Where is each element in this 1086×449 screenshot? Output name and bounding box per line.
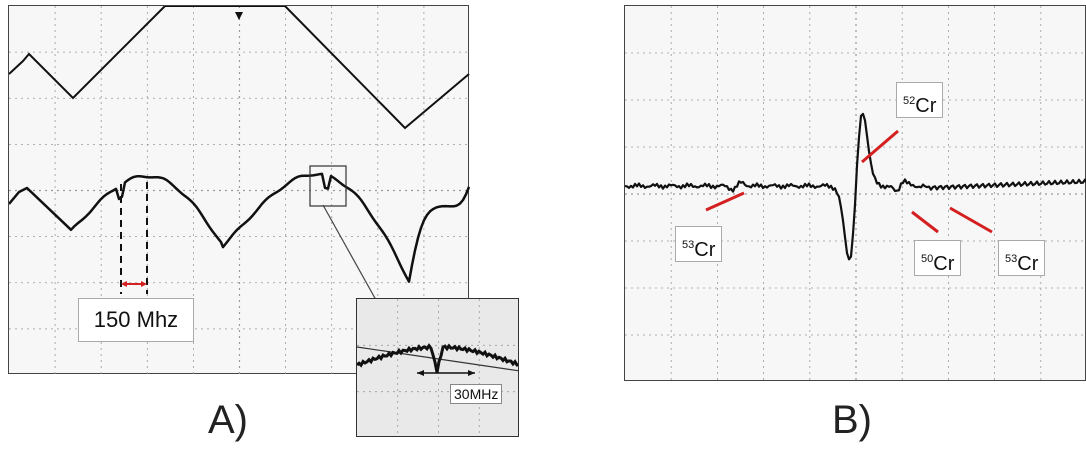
- oscilloscope-screen-b: [624, 5, 1086, 382]
- inset-trace: [357, 343, 518, 373]
- panel-a-letter: A): [208, 398, 248, 442]
- trigger-marker: [235, 12, 243, 20]
- spacing-arrowhead-left: [121, 281, 127, 287]
- scope-b-traces: [625, 6, 1086, 382]
- zoom-inset: [356, 298, 519, 437]
- inset-frequency-label: 30MHz: [450, 384, 503, 404]
- spacing-arrowhead-right: [141, 281, 147, 287]
- isotope-label-53cr-right: 53Cr: [998, 240, 1046, 276]
- isotope-label-50cr: 50Cr: [914, 240, 962, 276]
- isotope-label-53cr-left: 53Cr: [675, 226, 723, 262]
- inset-grid: [357, 299, 518, 436]
- inset-arrowhead-left: [417, 370, 424, 376]
- spectrum-trace: [625, 112, 1086, 261]
- ramp-trace: [9, 6, 470, 130]
- resonance-trace: [9, 172, 470, 283]
- zoom-inset-traces: [357, 299, 518, 436]
- inset-arrowhead-right: [468, 370, 475, 376]
- isotope-label-52cr: 52Cr: [896, 82, 944, 118]
- panel-b-letter: B): [832, 398, 872, 442]
- spacing-label: 150 Mhz: [78, 298, 194, 342]
